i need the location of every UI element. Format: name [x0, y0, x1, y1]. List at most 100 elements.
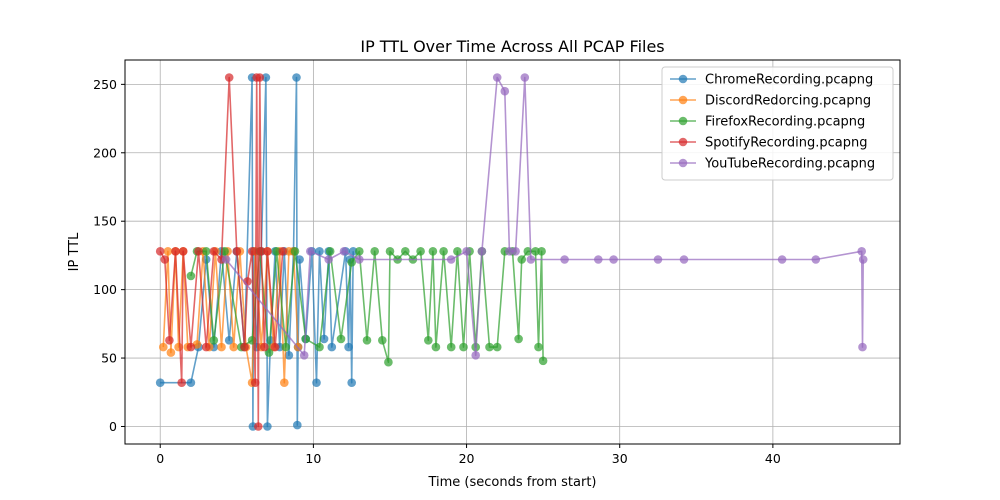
data-point — [439, 247, 448, 256]
data-point — [344, 342, 353, 352]
data-point — [209, 336, 219, 345]
data-point — [811, 255, 821, 264]
data-point — [209, 247, 219, 256]
data-point — [653, 255, 663, 264]
data-point — [428, 247, 438, 256]
data-point — [281, 342, 291, 352]
legend-label: DiscordRedorcing.pcapng — [705, 94, 871, 109]
data-point — [336, 334, 346, 344]
data-point — [401, 247, 410, 256]
legend-label: YouTubeRecording.pcapng — [704, 157, 875, 172]
data-point — [534, 342, 543, 352]
legend-item: SpotifyRecording.pcapng — [670, 136, 867, 151]
data-point — [446, 255, 456, 264]
data-point — [857, 247, 866, 256]
y-tick-label: 50 — [101, 351, 117, 366]
data-point — [280, 378, 289, 388]
data-point — [446, 342, 456, 352]
data-point — [155, 247, 165, 256]
x-tick-label: 30 — [612, 451, 628, 466]
data-point — [186, 378, 196, 388]
legend-marker — [678, 95, 688, 105]
data-point — [299, 351, 309, 360]
data-point — [257, 247, 266, 256]
data-point — [459, 342, 468, 352]
data-point — [471, 351, 481, 360]
data-point — [609, 255, 618, 264]
data-point — [232, 247, 242, 256]
data-point — [201, 247, 211, 256]
data-point — [186, 342, 196, 352]
data-point — [378, 336, 387, 345]
data-point — [278, 247, 288, 256]
data-point — [261, 73, 271, 82]
data-point — [159, 342, 168, 352]
legend-box — [661, 66, 894, 181]
data-point — [315, 342, 324, 352]
y-tick-label: 0 — [109, 419, 117, 434]
data-point — [339, 247, 349, 256]
data-point — [462, 247, 471, 256]
data-point — [221, 255, 231, 264]
data-point — [324, 255, 334, 264]
data-point — [163, 247, 173, 256]
y-tick-label: 150 — [93, 214, 117, 229]
data-point — [315, 247, 324, 256]
data-point — [272, 247, 281, 256]
legend-marker — [678, 74, 688, 84]
y-tick-label: 200 — [93, 145, 117, 160]
data-point — [292, 73, 301, 82]
data-point — [347, 258, 357, 267]
data-point — [453, 247, 462, 256]
legend-label: SpotifyRecording.pcapng — [705, 136, 867, 151]
data-point — [177, 378, 186, 388]
data-point — [416, 247, 425, 256]
data-point — [347, 378, 357, 388]
data-point — [384, 357, 393, 367]
data-point — [355, 247, 364, 256]
legend-item: FirefoxRecording.pcapng — [670, 115, 865, 130]
data-point — [537, 247, 546, 256]
data-point — [253, 422, 263, 431]
legend-item: ChromeRecording.pcapng — [670, 73, 873, 88]
legend-marker — [678, 116, 688, 126]
legend-label: ChromeRecording.pcapng — [705, 73, 873, 88]
data-point — [355, 255, 364, 264]
legend-item: DiscordRedorcing.pcapng — [670, 94, 871, 109]
data-point — [520, 73, 530, 82]
data-point — [270, 342, 280, 352]
data-point — [500, 86, 510, 96]
data-point — [224, 73, 234, 82]
data-point — [171, 247, 180, 256]
data-point — [526, 255, 536, 264]
data-point — [160, 255, 170, 264]
data-point — [594, 255, 603, 264]
data-point — [370, 247, 380, 256]
data-point — [194, 247, 203, 256]
data-point — [306, 247, 315, 256]
data-point — [431, 342, 441, 352]
x-tick-label: 10 — [305, 451, 321, 466]
legend: ChromeRecording.pcapng DiscordRedorcing.p… — [661, 66, 894, 181]
x-tick-label: 40 — [765, 451, 781, 466]
data-point — [679, 255, 689, 264]
data-point — [312, 378, 321, 388]
series-4 — [155, 73, 288, 431]
legend-marker — [678, 137, 688, 147]
data-point — [560, 255, 569, 264]
data-point — [247, 247, 257, 256]
y-tick-label: 250 — [93, 77, 117, 92]
data-point — [293, 420, 302, 430]
data-point — [263, 422, 272, 431]
data-point — [362, 336, 372, 345]
data-point — [348, 247, 358, 256]
data-point — [858, 255, 868, 264]
x-axis-label: Time (seconds from start) — [427, 475, 596, 490]
series-5 — [221, 73, 868, 360]
data-point — [155, 378, 165, 388]
y-axis-label: IP TTL — [67, 232, 82, 271]
data-point — [201, 342, 211, 352]
data-point — [217, 342, 226, 352]
y-tick-label: 100 — [93, 282, 117, 297]
